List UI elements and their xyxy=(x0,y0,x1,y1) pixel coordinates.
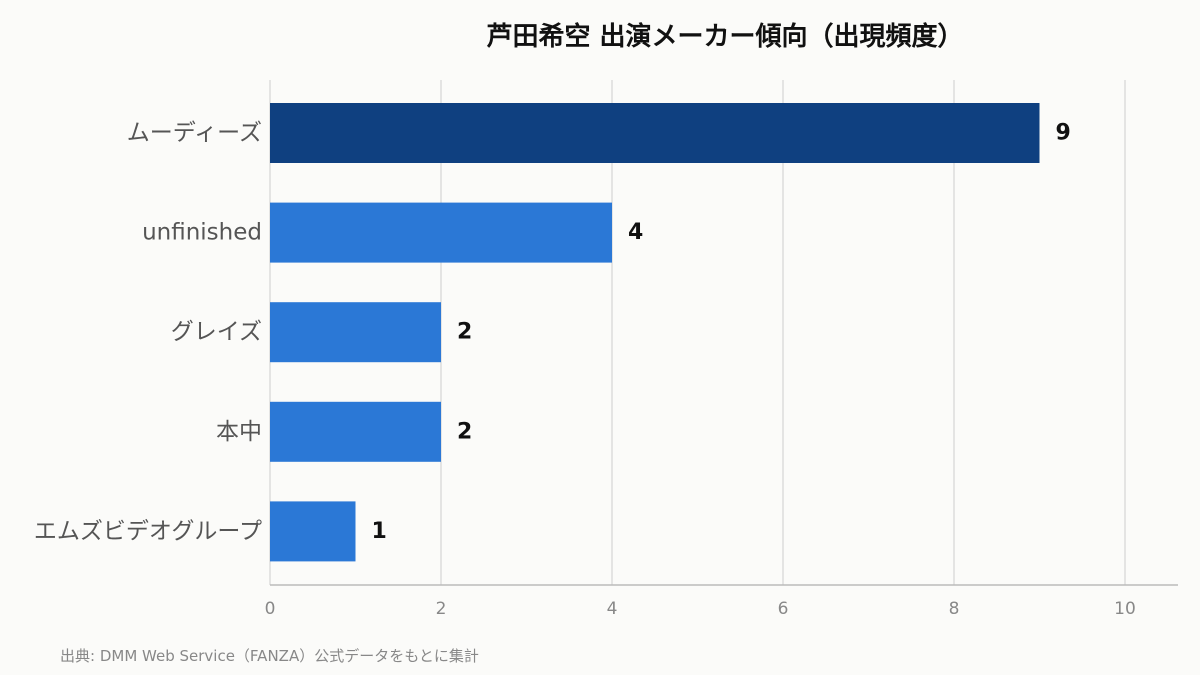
category-label: ムーディーズ xyxy=(127,120,262,146)
value-label: 9 xyxy=(1056,121,1071,146)
category-label: 本中 xyxy=(216,419,262,445)
category-label: unfinished xyxy=(142,220,262,246)
source-note: 出典: DMM Web Service（FANZA）公式データをもとに集計 xyxy=(60,647,479,665)
x-tick-label: 8 xyxy=(949,599,960,619)
category-label: エムズビデオグループ xyxy=(34,518,262,544)
value-label: 4 xyxy=(628,220,643,245)
bar xyxy=(270,302,441,363)
bar xyxy=(270,501,356,562)
x-tick-label: 10 xyxy=(1114,599,1136,619)
value-label: 1 xyxy=(372,519,387,544)
bar xyxy=(270,202,612,263)
x-tick-label: 2 xyxy=(436,599,447,619)
value-label: 2 xyxy=(457,320,472,345)
x-tick-labels: 0 2 4 6 8 10 xyxy=(265,599,1136,619)
bar xyxy=(270,401,441,462)
x-tick-label: 4 xyxy=(607,599,618,619)
value-labels: 9 4 2 2 1 xyxy=(372,121,1071,544)
category-label: グレイズ xyxy=(171,319,262,345)
x-tick-label: 6 xyxy=(778,599,789,619)
value-label: 2 xyxy=(457,419,472,444)
chart-title: 芦田希空 出演メーカー傾向（出現頻度） xyxy=(486,22,964,52)
bars xyxy=(270,103,1040,562)
x-tick-label: 0 xyxy=(265,599,276,619)
bar xyxy=(270,103,1040,163)
